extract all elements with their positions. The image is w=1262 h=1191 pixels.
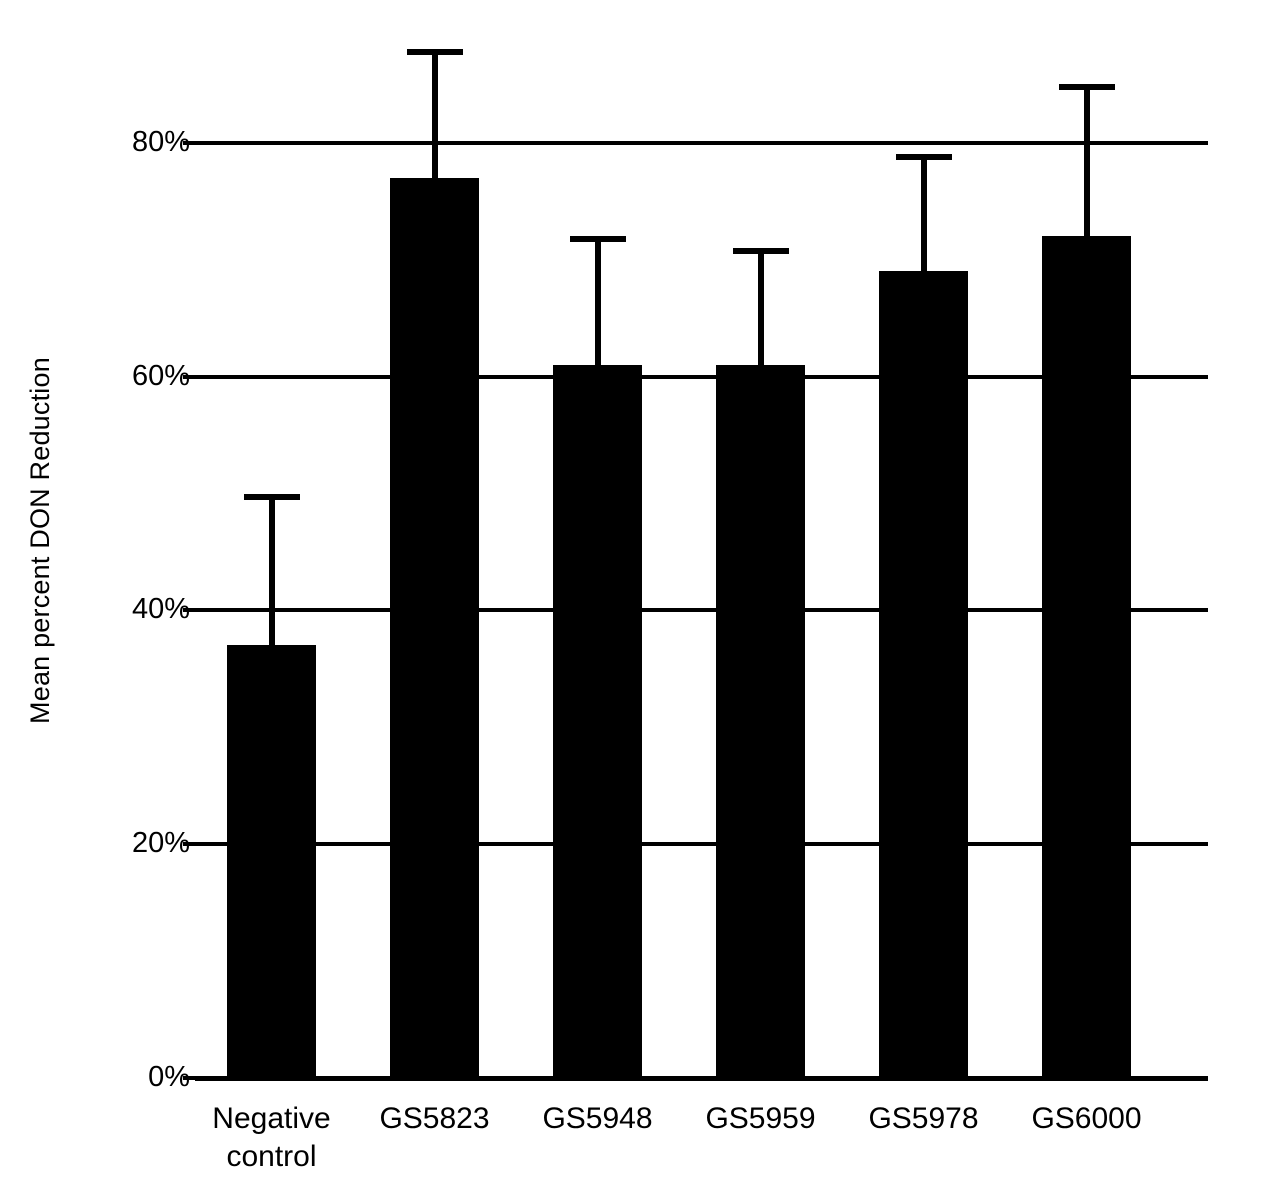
error-bar-cap bbox=[569, 236, 626, 243]
y-tick-mark bbox=[183, 1076, 195, 1080]
y-tick-label: 60% bbox=[131, 359, 190, 392]
y-tick-label: 40% bbox=[131, 593, 190, 626]
y-axis-title-text: Mean percent DON Reduction bbox=[24, 356, 55, 724]
error-bar-line bbox=[757, 248, 764, 365]
gridline-20 bbox=[195, 842, 1208, 847]
error-bar-line bbox=[920, 154, 927, 272]
error-bar-cap bbox=[895, 154, 952, 161]
bar bbox=[553, 364, 642, 1078]
error-bar-line bbox=[1083, 84, 1090, 237]
y-tick-label: 80% bbox=[131, 125, 190, 158]
y-axis-title: Mean percent DON Reduction bbox=[0, 0, 80, 1080]
bar bbox=[390, 177, 479, 1078]
bar bbox=[879, 271, 968, 1078]
bar bbox=[227, 645, 316, 1078]
plot-area: 0% 20% 40% 60% 80% bbox=[132, 20, 1210, 1091]
gridline-80 bbox=[195, 140, 1208, 145]
x-axis-label: GS5959 bbox=[705, 1102, 816, 1135]
error-bar-line bbox=[431, 49, 438, 178]
y-tick-label: 0% bbox=[148, 1060, 190, 1093]
error-bar-cap bbox=[243, 493, 300, 500]
y-tick-mark bbox=[183, 608, 195, 613]
bar bbox=[1042, 236, 1131, 1078]
y-tick-label: 20% bbox=[131, 827, 190, 860]
error-bar-line bbox=[594, 236, 601, 365]
gridline-60 bbox=[195, 374, 1208, 379]
x-axis-label: GS5978 bbox=[868, 1102, 979, 1135]
x-axis-line bbox=[195, 1076, 1208, 1081]
x-axis-label: Negative control bbox=[212, 1102, 331, 1173]
bar bbox=[716, 364, 805, 1078]
error-bar-cap bbox=[406, 49, 463, 56]
y-tick-mark bbox=[183, 140, 195, 145]
error-bar-line bbox=[268, 493, 275, 646]
x-axis-label: GS5823 bbox=[379, 1102, 490, 1135]
x-axis-labels: Negative control GS5823 GS5948 GS5959 GS5978… bbox=[195, 1100, 1210, 1191]
gridline-40 bbox=[195, 608, 1208, 613]
error-bar-cap bbox=[1058, 84, 1115, 91]
x-axis-label: GS5948 bbox=[542, 1102, 653, 1135]
x-axis-label: GS6000 bbox=[1031, 1102, 1142, 1135]
y-tick-mark bbox=[183, 842, 195, 847]
y-tick-mark bbox=[183, 374, 195, 379]
error-bar-cap bbox=[732, 248, 789, 254]
